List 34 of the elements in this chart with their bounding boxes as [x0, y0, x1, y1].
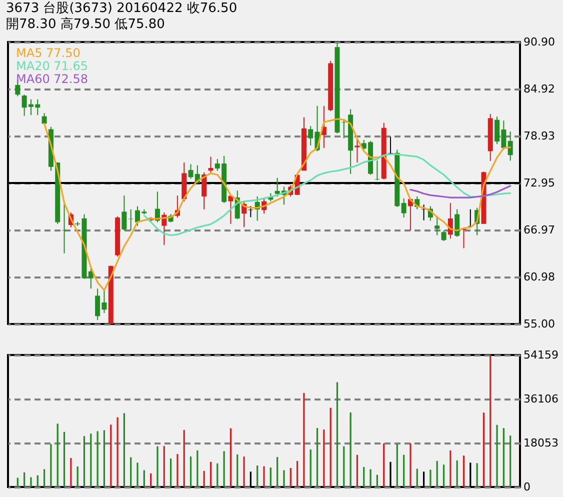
candlestick — [441, 230, 446, 242]
candlestick — [434, 215, 440, 236]
candlestick — [454, 208, 460, 238]
chart-title: 3673 台股(3673) 20160422 收76.50 — [6, 1, 238, 16]
text: MA20 71.65 — [16, 59, 88, 73]
candlestick — [401, 198, 406, 218]
candlestick — [388, 136, 393, 154]
text: MA5 77.50 — [16, 46, 80, 60]
y-tick-label: 0 — [524, 480, 530, 494]
candlestick — [202, 172, 207, 210]
candlestick — [374, 160, 380, 181]
y-tick-label: 78.93 — [524, 130, 555, 143]
candlestick — [228, 194, 234, 224]
y-tick-label: 54159 — [524, 348, 558, 362]
y-tick-label: 90.90 — [524, 36, 555, 48]
y-tick-label: 18053 — [524, 436, 558, 450]
line-series — [143, 154, 512, 236]
candlestick — [341, 118, 346, 139]
candlestick — [208, 156, 214, 173]
candlestick — [248, 206, 254, 218]
candlestick — [308, 126, 314, 146]
candlestick — [354, 138, 360, 163]
y-tick-label: 36106 — [524, 392, 558, 406]
text: MA60 72.58 — [16, 72, 88, 86]
candlestick — [88, 266, 94, 290]
chart-subtitle: 開78.30 高79.50 低75.80 — [6, 16, 165, 32]
y-tick-label: 84.92 — [524, 82, 555, 96]
line-series — [410, 185, 512, 198]
y-tick-label: 72.95 — [524, 176, 555, 190]
candlestick — [508, 131, 513, 162]
y-tick-label: 55.00 — [524, 318, 555, 330]
y-tick-label: 60.98 — [524, 270, 555, 284]
y-tick-label: 66.97 — [524, 223, 555, 236]
candlestick — [122, 194, 127, 232]
